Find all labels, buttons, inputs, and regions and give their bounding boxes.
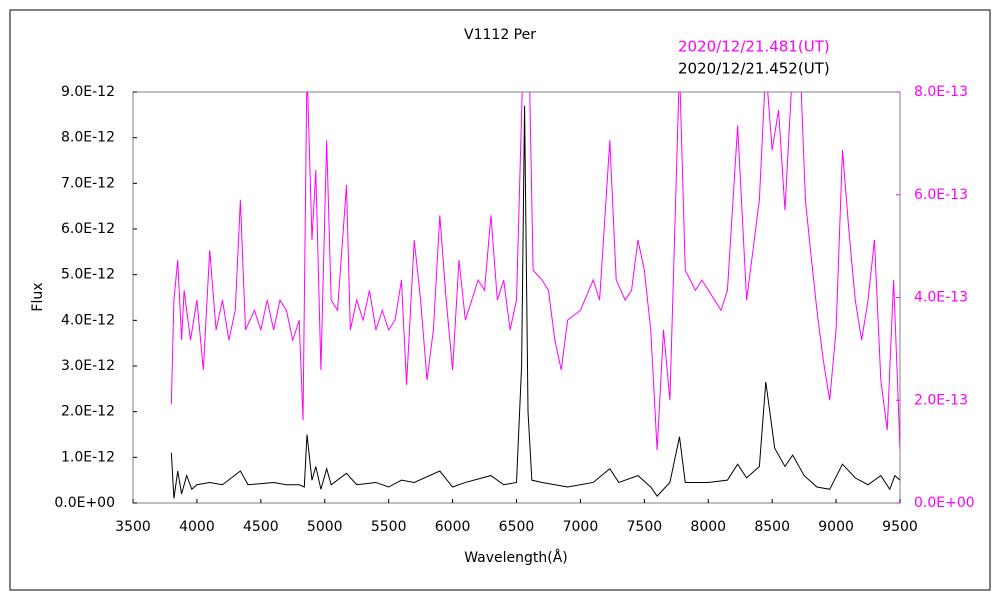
x-tick-label: 8000: [690, 519, 726, 535]
x-tick-label: 9500: [882, 519, 918, 535]
y2-tick-label: 0.0E+00: [914, 495, 975, 511]
x-axis-label: Wavelength(Å): [464, 549, 568, 566]
legend-entry: 2020/12/21.481(UT): [678, 38, 830, 56]
y-tick-label: 9.0E-12: [61, 84, 115, 100]
x-tick-label: 5000: [307, 519, 343, 535]
y2-tick-label: 2.0E-13: [914, 392, 968, 408]
y2-tick-label: 4.0E-13: [914, 290, 968, 306]
spectrum-line: [170, 92, 900, 451]
y-tick-label: 2.0E-12: [61, 404, 115, 420]
y-tick-label: 3.0E-12: [61, 358, 115, 374]
x-tick-label: 6500: [499, 519, 535, 535]
x-tick-label: 7000: [563, 519, 599, 535]
y-tick-label: 8.0E-12: [61, 130, 115, 146]
x-tick-label: 3500: [115, 519, 151, 535]
x-tick-label: 7500: [627, 519, 663, 535]
x-tick-label: 6000: [435, 519, 471, 535]
chart-title: V1112 Per: [464, 27, 536, 43]
y-tick-label: 5.0E-12: [61, 267, 115, 283]
y-tick-label: 0.0E+00: [54, 495, 115, 511]
x-tick-label: 4500: [243, 519, 279, 535]
x-tick-label: 4000: [179, 519, 215, 535]
y2-tick-label: 6.0E-13: [914, 187, 968, 203]
y-tick-label: 4.0E-12: [61, 312, 115, 328]
y-tick-label: 7.0E-12: [61, 175, 115, 191]
series-layer: [170, 92, 900, 499]
legend-entry: 2020/12/21.452(UT): [678, 60, 830, 78]
x-tick-label: 5500: [371, 519, 407, 535]
spectrum-line: [170, 105, 900, 499]
y-tick-label: 6.0E-12: [61, 221, 115, 237]
y-axis-label: Flux: [30, 282, 46, 311]
y2-tick-label: 8.0E-13: [914, 84, 968, 100]
x-tick-label: 8500: [754, 519, 790, 535]
y-tick-label: 1.0E-12: [61, 449, 115, 465]
x-tick-label: 9000: [818, 519, 854, 535]
